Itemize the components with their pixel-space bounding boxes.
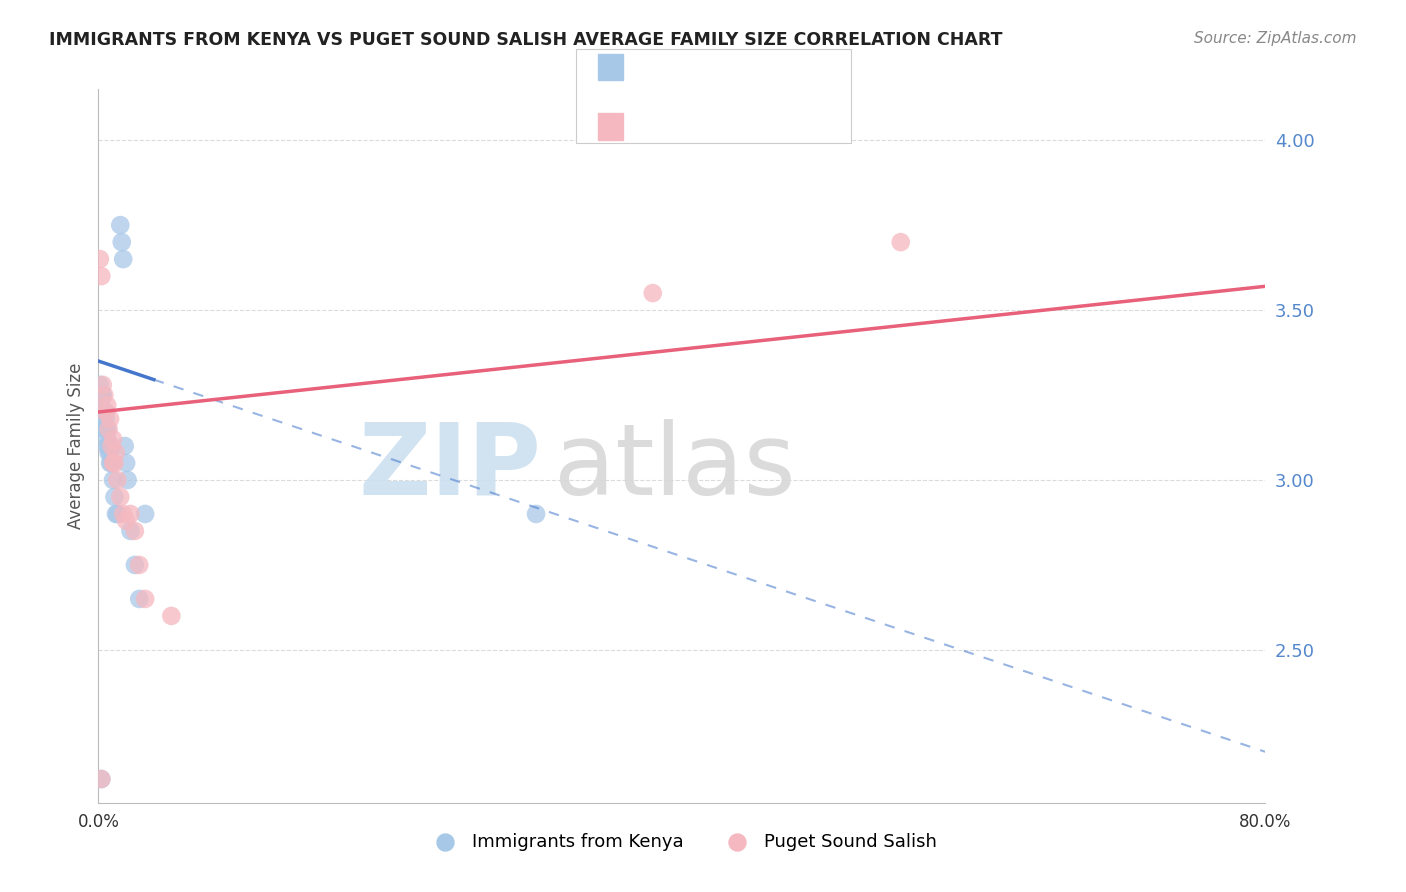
Point bbox=[114, 439, 136, 453]
Point bbox=[98, 446, 121, 460]
Point bbox=[90, 388, 112, 402]
Point bbox=[89, 377, 111, 392]
Point bbox=[524, 507, 547, 521]
Point bbox=[94, 405, 117, 419]
Point bbox=[91, 405, 114, 419]
Point bbox=[97, 439, 120, 453]
Point bbox=[93, 405, 115, 419]
Point bbox=[90, 388, 112, 402]
Point bbox=[100, 439, 122, 453]
Point bbox=[98, 412, 121, 426]
Point bbox=[90, 398, 112, 412]
Point bbox=[93, 422, 115, 436]
Point bbox=[124, 558, 146, 572]
Text: N = 25: N = 25 bbox=[759, 120, 823, 138]
Point bbox=[91, 377, 114, 392]
Text: R =  0.299: R = 0.299 bbox=[633, 120, 728, 138]
Point bbox=[97, 422, 120, 436]
Point bbox=[90, 772, 112, 786]
Point bbox=[96, 432, 118, 446]
Point bbox=[120, 524, 142, 538]
Point bbox=[96, 398, 118, 412]
Point bbox=[100, 456, 122, 470]
Point bbox=[110, 218, 132, 232]
Point bbox=[89, 388, 111, 402]
Point bbox=[105, 507, 128, 521]
Point bbox=[101, 432, 124, 446]
Point bbox=[117, 473, 139, 487]
Point bbox=[120, 507, 142, 521]
Point bbox=[90, 405, 112, 419]
Text: ZIP: ZIP bbox=[359, 419, 541, 516]
Point bbox=[105, 473, 128, 487]
Point bbox=[104, 446, 127, 460]
Point bbox=[90, 269, 112, 284]
Point bbox=[94, 422, 117, 436]
Point bbox=[96, 422, 118, 436]
Point bbox=[112, 507, 135, 521]
Point bbox=[94, 405, 117, 419]
Point bbox=[98, 456, 121, 470]
Point bbox=[112, 252, 135, 266]
Point bbox=[91, 388, 114, 402]
Y-axis label: Average Family Size: Average Family Size bbox=[66, 363, 84, 529]
Point bbox=[160, 608, 183, 623]
Point bbox=[89, 252, 111, 266]
Point bbox=[89, 398, 111, 412]
Text: IMMIGRANTS FROM KENYA VS PUGET SOUND SALISH AVERAGE FAMILY SIZE CORRELATION CHAR: IMMIGRANTS FROM KENYA VS PUGET SOUND SAL… bbox=[49, 31, 1002, 49]
Point bbox=[134, 591, 156, 606]
Legend: Immigrants from Kenya, Puget Sound Salish: Immigrants from Kenya, Puget Sound Salis… bbox=[419, 826, 945, 858]
Point bbox=[101, 473, 124, 487]
Point bbox=[104, 507, 127, 521]
Point bbox=[101, 456, 124, 470]
Point bbox=[134, 507, 156, 521]
Point bbox=[111, 235, 134, 249]
Point bbox=[128, 591, 150, 606]
Text: atlas: atlas bbox=[554, 419, 796, 516]
Text: R = -0.237: R = -0.237 bbox=[633, 61, 730, 78]
Point bbox=[91, 412, 114, 426]
Text: N = 39: N = 39 bbox=[759, 61, 823, 78]
Point bbox=[96, 439, 118, 453]
Point bbox=[103, 456, 125, 470]
Point bbox=[115, 514, 138, 528]
Point bbox=[90, 772, 112, 786]
Point bbox=[97, 446, 120, 460]
Point bbox=[93, 388, 115, 402]
Point bbox=[890, 235, 912, 249]
Text: Source: ZipAtlas.com: Source: ZipAtlas.com bbox=[1194, 31, 1357, 46]
Point bbox=[94, 412, 117, 426]
Point bbox=[641, 286, 664, 301]
Point bbox=[110, 490, 132, 504]
Point bbox=[128, 558, 150, 572]
Point bbox=[115, 456, 138, 470]
Point bbox=[124, 524, 146, 538]
Point bbox=[103, 490, 125, 504]
